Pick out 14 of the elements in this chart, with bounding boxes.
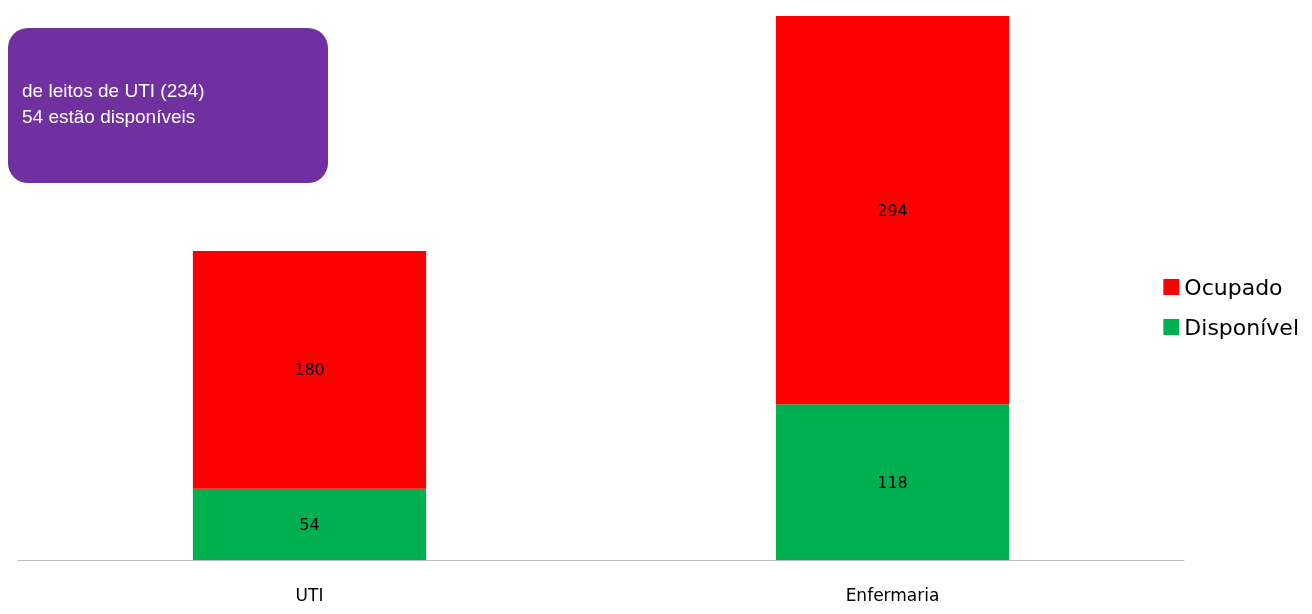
bar	[775, 16, 1010, 405]
data-label: 54	[299, 514, 320, 534]
bar	[775, 404, 1010, 560]
annotation: 54 estão disponíveis	[22, 106, 196, 127]
data-label: 180	[294, 360, 325, 380]
legend-label: Disponível	[1184, 314, 1300, 340]
data-label: 294	[877, 200, 908, 220]
annotation: de leitos de UTI (234)	[22, 80, 205, 101]
bar	[192, 251, 427, 489]
bar	[192, 488, 427, 560]
legend-label: Ocupado	[1184, 274, 1283, 300]
x-tick-label: Enfermaria	[845, 584, 940, 605]
x-tick-label: UTI	[295, 584, 324, 605]
data-label: 118	[877, 472, 908, 492]
